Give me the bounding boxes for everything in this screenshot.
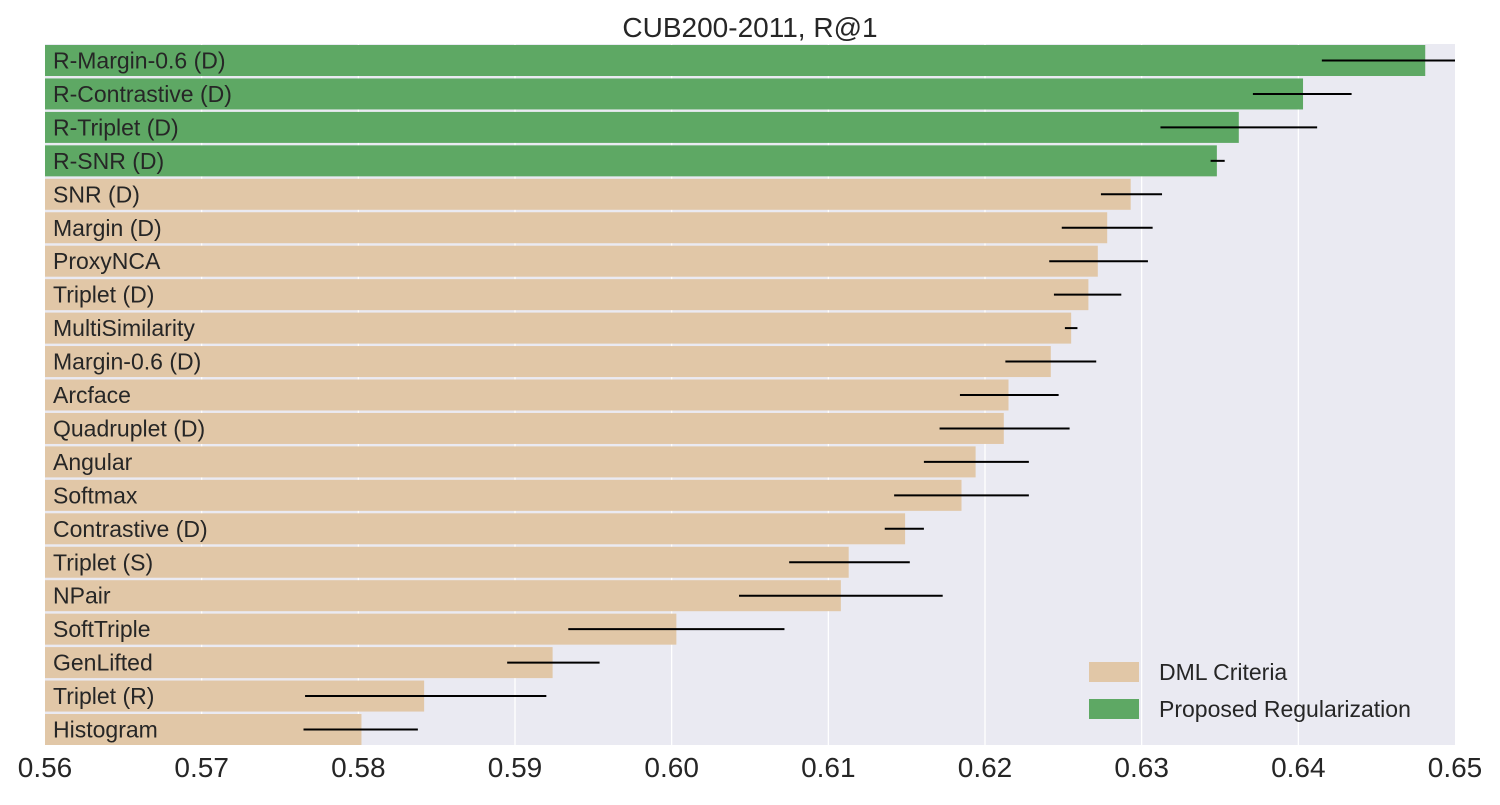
- bar-labels: R-Margin-0.6 (D) R-Contrastive (D) R-Tripl…: [53, 48, 232, 743]
- bar-label-arcface: Arcface: [53, 382, 131, 408]
- bar-label-r-triplet-d: R-Triplet (D): [53, 114, 179, 140]
- bar-label-angular: Angular: [53, 449, 133, 475]
- legend-swatch-dml-criteria: [1089, 662, 1139, 682]
- x-tick-label: 0.64: [1271, 752, 1326, 783]
- bar-quadruplet-d: [45, 412, 1004, 444]
- bar-multisimilarity: [45, 312, 1072, 344]
- bar-r-contrastive-d: [45, 78, 1304, 110]
- bar-label-triplet-r: Triplet (R): [53, 683, 154, 709]
- bar-triplet-d: [45, 279, 1089, 311]
- bar-label-npair: NPair: [53, 583, 111, 609]
- legend-label-dml-criteria: DML Criteria: [1159, 659, 1287, 685]
- x-tick-label: 0.62: [958, 752, 1013, 783]
- bar-r-margin-0-6-d: [45, 45, 1426, 76]
- x-tick-label: 0.65: [1428, 752, 1483, 783]
- x-tick-label: 0.57: [174, 752, 229, 783]
- x-tick-label: 0.63: [1114, 752, 1169, 783]
- bar-r-triplet-d: [45, 111, 1239, 143]
- bar-proxynca: [45, 245, 1098, 277]
- bar-genlifted: [45, 647, 553, 679]
- bar-label-genlifted: GenLifted: [53, 650, 153, 676]
- bar-margin-0-6-d: [45, 346, 1051, 378]
- bar-npair: [45, 580, 841, 612]
- x-tick-label: 0.56: [18, 752, 73, 783]
- bars: [45, 45, 1426, 745]
- x-tick-label: 0.60: [644, 752, 699, 783]
- legend-swatch-proposed-regularization: [1089, 699, 1139, 719]
- bar-label-proxynca: ProxyNCA: [53, 248, 161, 274]
- bar-snr-d: [45, 178, 1131, 210]
- bar-label-histogram: Histogram: [53, 717, 158, 743]
- x-tick-label: 0.61: [801, 752, 856, 783]
- x-axis-ticks: 0.56 0.57 0.58 0.59 0.60 0.61 0.62 0.63 0.64 0.65: [18, 752, 1483, 783]
- legend: DML Criteria Proposed Regularization: [1089, 659, 1411, 722]
- bar-label-r-snr-d: R-SNR (D): [53, 148, 164, 174]
- bar-contrastive-d: [45, 513, 906, 545]
- bar-label-snr-d: SNR (D): [53, 181, 140, 207]
- bar-label-multisimilarity: MultiSimilarity: [53, 315, 195, 341]
- x-tick-label: 0.58: [331, 752, 386, 783]
- bar-label-quadruplet-d: Quadruplet (D): [53, 415, 205, 441]
- bar-r-snr-d: [45, 145, 1217, 177]
- bar-label-margin-0-6-d: Margin-0.6 (D): [53, 349, 201, 375]
- bar-label-margin-d: Margin (D): [53, 215, 162, 241]
- legend-label-proposed-regularization: Proposed Regularization: [1159, 696, 1411, 722]
- bar-arcface: [45, 379, 1009, 411]
- bar-label-contrastive-d: Contrastive (D): [53, 516, 208, 542]
- bar-angular: [45, 446, 976, 478]
- chart-title: CUB200-2011, R@1: [622, 12, 877, 43]
- bar-label-r-contrastive-d: R-Contrastive (D): [53, 81, 232, 107]
- bar-triplet-s: [45, 546, 849, 578]
- bar-label-r-margin-0-6-d: R-Margin-0.6 (D): [53, 48, 226, 74]
- x-tick-label: 0.59: [488, 752, 543, 783]
- error-bars: [303, 59, 1455, 731]
- bar-label-softtriple: SoftTriple: [53, 616, 151, 642]
- bar-softmax: [45, 479, 962, 511]
- bar-label-softmax: Softmax: [53, 482, 138, 508]
- bar-label-triplet-s: Triplet (S): [53, 549, 153, 575]
- bar-margin-d: [45, 212, 1108, 244]
- bar-label-triplet-d: Triplet (D): [53, 282, 154, 308]
